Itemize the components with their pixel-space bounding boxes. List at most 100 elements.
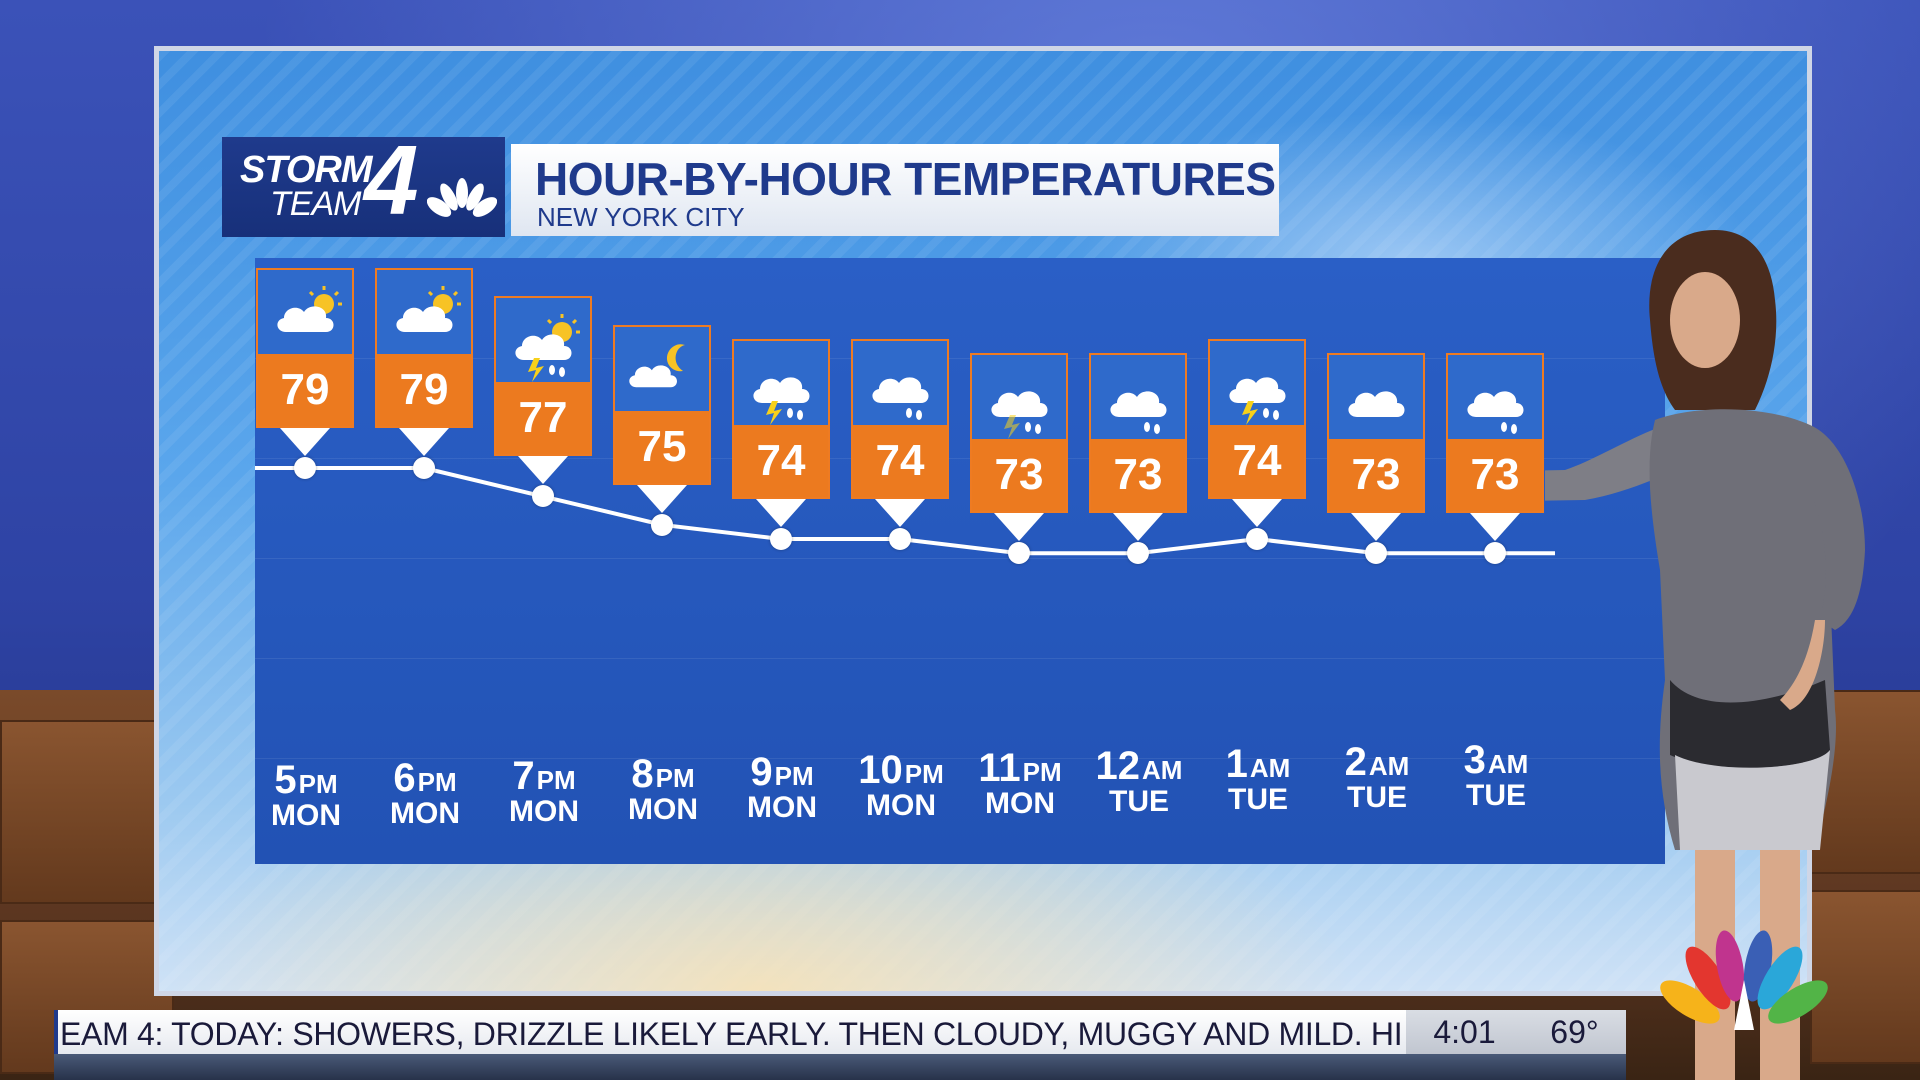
hour-column: 73 3AM TUE <box>1446 258 1546 864</box>
day-label: TUE <box>1228 783 1288 816</box>
forecast-card: 77 <box>494 296 592 457</box>
forecast-card: 73 <box>1327 353 1425 514</box>
temperature-point <box>1127 542 1149 565</box>
am-pm-label: PM <box>904 759 944 789</box>
am-pm-label: AM <box>1487 749 1529 779</box>
am-pm-label: PM <box>417 767 457 797</box>
time-label: 1AM TUE <box>1198 742 1318 817</box>
presenter <box>1545 230 1865 1080</box>
card-pointer <box>280 428 330 456</box>
am-pm-label: PM <box>298 769 338 799</box>
card-pointer <box>637 484 687 513</box>
hour-column: 74 9PM MON <box>732 258 832 864</box>
temperature-point <box>1365 542 1387 565</box>
card-pointer <box>518 456 568 485</box>
hour-column: 79 5PM MON <box>256 258 356 864</box>
am-pm-label: PM <box>774 761 814 791</box>
partly-sunny-icon <box>277 286 342 332</box>
thunderstorm-icon <box>753 377 810 425</box>
temperature-value: 79 <box>258 354 352 426</box>
thunderstorm-icon <box>1229 377 1286 425</box>
ticker-base-bar <box>54 1054 1626 1080</box>
hour-number: 2 <box>1344 740 1367 784</box>
rain-icon <box>1110 391 1167 435</box>
day-label: MON <box>390 797 460 830</box>
logo-team-text: TEAM <box>270 185 361 223</box>
temperature-value: 73 <box>972 439 1066 512</box>
sun-thunderstorm-icon <box>515 314 580 383</box>
hour-column: 74 1AM TUE <box>1208 258 1308 864</box>
temperature-value: 73 <box>1329 439 1423 512</box>
hour-number: 10 <box>858 748 903 792</box>
thunder-showers-icon <box>991 391 1048 440</box>
am-pm-label: PM <box>1022 757 1062 787</box>
day-label: TUE <box>1109 785 1169 818</box>
partly-sunny-icon <box>396 286 461 332</box>
forecast-card: 74 <box>732 339 830 499</box>
nbc-peacock-icon <box>1660 930 1828 1030</box>
temperature-point <box>770 528 792 550</box>
card-pointer <box>1470 513 1520 542</box>
time-label: 8PM MON <box>603 752 723 827</box>
cloudy-icon <box>1348 391 1405 418</box>
hour-column: 79 6PM MON <box>375 258 475 864</box>
day-label: TUE <box>1466 779 1526 812</box>
forecast-card: 79 <box>375 268 473 428</box>
temperature-value: 74 <box>1210 425 1304 497</box>
temperature-value: 73 <box>1091 439 1185 512</box>
hour-number: 8 <box>631 752 654 796</box>
am-pm-label: AM <box>1249 753 1291 783</box>
time-label: 5PM MON <box>246 758 366 833</box>
hour-number: 9 <box>750 750 773 794</box>
wood-panel-right-lower <box>1810 890 1920 1064</box>
ticker-time-temp: 4:01 69° <box>1406 1010 1626 1054</box>
hour-number: 6 <box>393 756 416 800</box>
time-label: 10PM MON <box>841 748 961 823</box>
card-pointer <box>875 499 925 527</box>
card-pointer <box>1232 499 1282 527</box>
time-label: 6PM MON <box>365 756 485 831</box>
ticker-temperature: 69° <box>1550 1013 1599 1050</box>
day-label: MON <box>509 795 579 828</box>
peacock-icon <box>427 178 497 217</box>
hour-number: 5 <box>274 758 297 802</box>
card-pointer <box>1351 513 1401 542</box>
card-pointer <box>994 513 1044 542</box>
temperature-point <box>413 457 435 479</box>
hour-number: 12 <box>1095 744 1141 788</box>
am-pm-label: AM <box>1142 755 1183 785</box>
rain-icon <box>872 377 929 420</box>
time-label: 7PM MON <box>484 754 604 829</box>
day-label: MON <box>747 791 817 824</box>
hour-column: 77 7PM MON <box>494 258 594 864</box>
hour-column: 75 8PM MON <box>613 258 713 864</box>
am-pm-label: PM <box>536 765 576 795</box>
logo-number: 4 <box>364 125 419 235</box>
day-label: MON <box>271 799 341 832</box>
forecast-card: 73 <box>1446 353 1544 514</box>
day-label: TUE <box>1347 781 1407 814</box>
ticker-clock: 4:01 <box>1433 1013 1496 1050</box>
time-label: 9PM MON <box>722 750 842 825</box>
temperature-value: 74 <box>734 425 828 497</box>
am-pm-label: PM <box>655 763 695 793</box>
temperature-value: 75 <box>615 410 709 483</box>
temperature-value: 77 <box>496 382 590 455</box>
temperature-point <box>532 485 554 508</box>
day-label: MON <box>866 789 936 822</box>
temperature-value: 79 <box>377 354 471 426</box>
storm-team-4-logo: STORM TEAM 4 <box>222 131 505 237</box>
temperature-value: 74 <box>853 425 947 497</box>
logo-storm-text: STORM <box>240 149 373 191</box>
temperature-point <box>1246 528 1268 550</box>
hour-column: 73 2AM TUE <box>1327 258 1427 864</box>
day-label: MON <box>985 787 1055 820</box>
forecast-card: 73 <box>970 353 1068 514</box>
hour-number: 1 <box>1225 742 1248 786</box>
temperature-point <box>1008 542 1030 565</box>
forecast-card: 74 <box>1208 339 1306 499</box>
time-label: 3AM TUE <box>1436 738 1556 813</box>
news-ticker: EAM 4: TODAY: SHOWERS, DRIZZLE LIKELY EA… <box>54 1010 1414 1054</box>
time-label: 11PM MON <box>960 746 1080 821</box>
forecast-card: 74 <box>851 339 949 499</box>
